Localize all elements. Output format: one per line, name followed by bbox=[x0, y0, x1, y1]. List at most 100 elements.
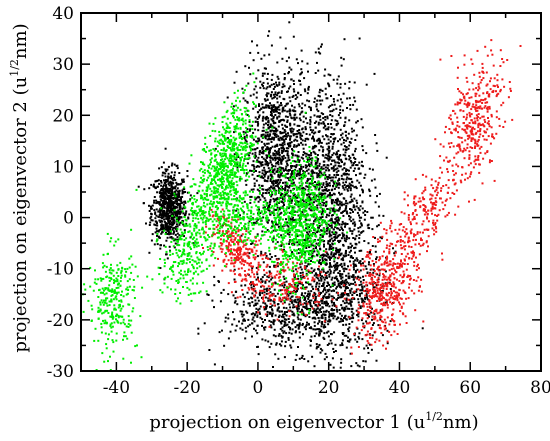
data-point bbox=[345, 293, 348, 296]
data-point bbox=[302, 120, 305, 123]
data-point bbox=[330, 179, 333, 182]
data-point bbox=[160, 209, 163, 212]
data-point bbox=[354, 251, 356, 254]
data-point bbox=[264, 313, 267, 316]
data-point bbox=[221, 269, 224, 272]
data-point bbox=[362, 322, 365, 325]
data-point bbox=[384, 304, 387, 307]
data-point bbox=[342, 244, 345, 247]
data-point bbox=[308, 156, 311, 159]
data-point bbox=[239, 214, 241, 217]
data-point bbox=[317, 322, 319, 325]
data-point bbox=[354, 185, 357, 188]
data-point bbox=[358, 249, 361, 252]
data-point bbox=[330, 278, 333, 281]
data-point bbox=[274, 335, 277, 338]
data-point bbox=[164, 147, 167, 150]
data-point bbox=[162, 225, 165, 228]
data-point bbox=[291, 295, 294, 298]
data-point bbox=[321, 285, 323, 287]
data-point bbox=[278, 319, 281, 322]
data-point bbox=[350, 198, 353, 201]
data-point bbox=[176, 212, 179, 215]
data-point bbox=[318, 175, 321, 177]
data-point bbox=[273, 304, 276, 307]
data-point bbox=[306, 265, 308, 268]
data-point bbox=[357, 335, 360, 338]
data-point bbox=[351, 276, 354, 278]
data-point bbox=[237, 253, 240, 256]
data-point bbox=[327, 335, 330, 338]
data-point bbox=[239, 253, 242, 256]
data-point bbox=[307, 237, 309, 240]
data-point bbox=[237, 230, 240, 233]
data-point bbox=[267, 106, 270, 109]
data-point bbox=[151, 219, 154, 222]
data-point bbox=[299, 83, 302, 86]
data-point bbox=[286, 221, 289, 224]
data-point bbox=[377, 259, 380, 262]
data-point bbox=[156, 191, 159, 194]
data-point bbox=[359, 226, 362, 229]
data-point bbox=[356, 268, 359, 271]
data-point bbox=[323, 313, 326, 316]
data-point bbox=[227, 249, 230, 251]
data-point bbox=[375, 258, 377, 261]
data-point bbox=[327, 73, 330, 76]
data-point bbox=[243, 251, 246, 254]
data-point bbox=[338, 233, 341, 236]
data-point bbox=[338, 309, 341, 311]
data-point bbox=[350, 346, 353, 349]
data-point bbox=[388, 330, 391, 333]
data-point bbox=[353, 197, 356, 200]
data-point bbox=[363, 218, 366, 221]
data-point bbox=[373, 72, 376, 75]
data-point bbox=[278, 120, 281, 123]
data-point bbox=[325, 175, 328, 178]
data-point bbox=[400, 253, 403, 255]
data-point bbox=[311, 175, 314, 178]
data-point bbox=[271, 276, 274, 279]
data-point bbox=[330, 224, 333, 227]
data-point bbox=[175, 203, 178, 205]
data-point bbox=[158, 182, 161, 185]
data-point bbox=[340, 201, 343, 204]
data-point bbox=[270, 294, 273, 297]
data-point bbox=[269, 129, 272, 132]
data-point bbox=[284, 184, 287, 187]
data-point bbox=[358, 237, 361, 240]
data-point bbox=[331, 159, 334, 162]
data-point bbox=[157, 229, 160, 232]
data-point bbox=[259, 254, 262, 257]
data-point bbox=[270, 195, 273, 198]
data-point bbox=[414, 309, 417, 312]
data-point bbox=[262, 149, 265, 152]
data-point bbox=[178, 172, 181, 174]
data-point bbox=[394, 298, 397, 301]
data-point bbox=[186, 170, 189, 172]
data-point bbox=[338, 241, 340, 244]
data-point bbox=[284, 340, 287, 343]
data-point bbox=[287, 156, 290, 159]
data-point bbox=[330, 126, 333, 129]
data-point bbox=[262, 152, 265, 154]
data-point bbox=[294, 118, 297, 121]
data-point bbox=[166, 188, 169, 191]
data-point bbox=[164, 228, 167, 231]
data-point bbox=[324, 326, 327, 328]
data-point bbox=[345, 305, 348, 308]
data-point bbox=[340, 277, 343, 280]
data-point bbox=[340, 158, 343, 161]
data-point bbox=[380, 297, 383, 300]
data-point bbox=[336, 249, 339, 252]
data-point bbox=[339, 111, 342, 114]
data-point bbox=[256, 175, 259, 177]
data-point bbox=[271, 73, 274, 76]
data-point bbox=[397, 266, 400, 269]
data-point bbox=[162, 200, 165, 203]
data-point bbox=[306, 92, 309, 95]
data-point bbox=[341, 132, 344, 135]
data-point bbox=[317, 303, 320, 306]
data-point bbox=[273, 85, 276, 88]
data-point bbox=[292, 306, 294, 309]
